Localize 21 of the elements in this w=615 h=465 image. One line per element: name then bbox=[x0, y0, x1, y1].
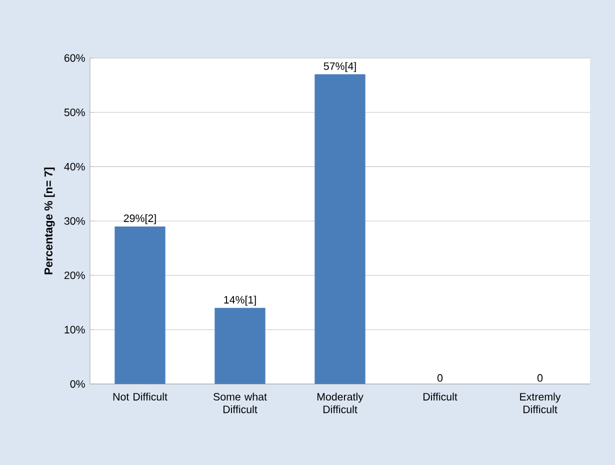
bar bbox=[214, 308, 266, 384]
data-label: 0 bbox=[437, 374, 443, 382]
y-axis-title: Percentage % [n= 7] bbox=[44, 168, 55, 274]
y-tick-label: 60% bbox=[64, 54, 85, 62]
y-tick-label: 30% bbox=[64, 217, 85, 225]
x-tick-label: Not Difficult bbox=[113, 392, 168, 401]
y-tick-label: 20% bbox=[64, 272, 85, 280]
x-tick-label: Some what Difficult bbox=[214, 392, 267, 414]
data-label: 29%[2] bbox=[124, 214, 156, 224]
x-tick-label: Difficult bbox=[423, 392, 458, 401]
y-tick-label: 50% bbox=[64, 108, 85, 116]
data-label: 57%[4] bbox=[324, 62, 356, 72]
x-tick-label: Extremly Difficult bbox=[520, 392, 561, 414]
bar bbox=[314, 74, 366, 384]
data-label: 0 bbox=[537, 374, 543, 382]
y-tick-label: 40% bbox=[64, 162, 85, 170]
x-tick-label: Moderatly Difficult bbox=[317, 392, 364, 414]
y-tick-label: 10% bbox=[64, 326, 85, 334]
bar bbox=[114, 226, 166, 384]
y-tick-label: 0% bbox=[70, 380, 85, 388]
data-label: 14%[1] bbox=[224, 296, 256, 306]
